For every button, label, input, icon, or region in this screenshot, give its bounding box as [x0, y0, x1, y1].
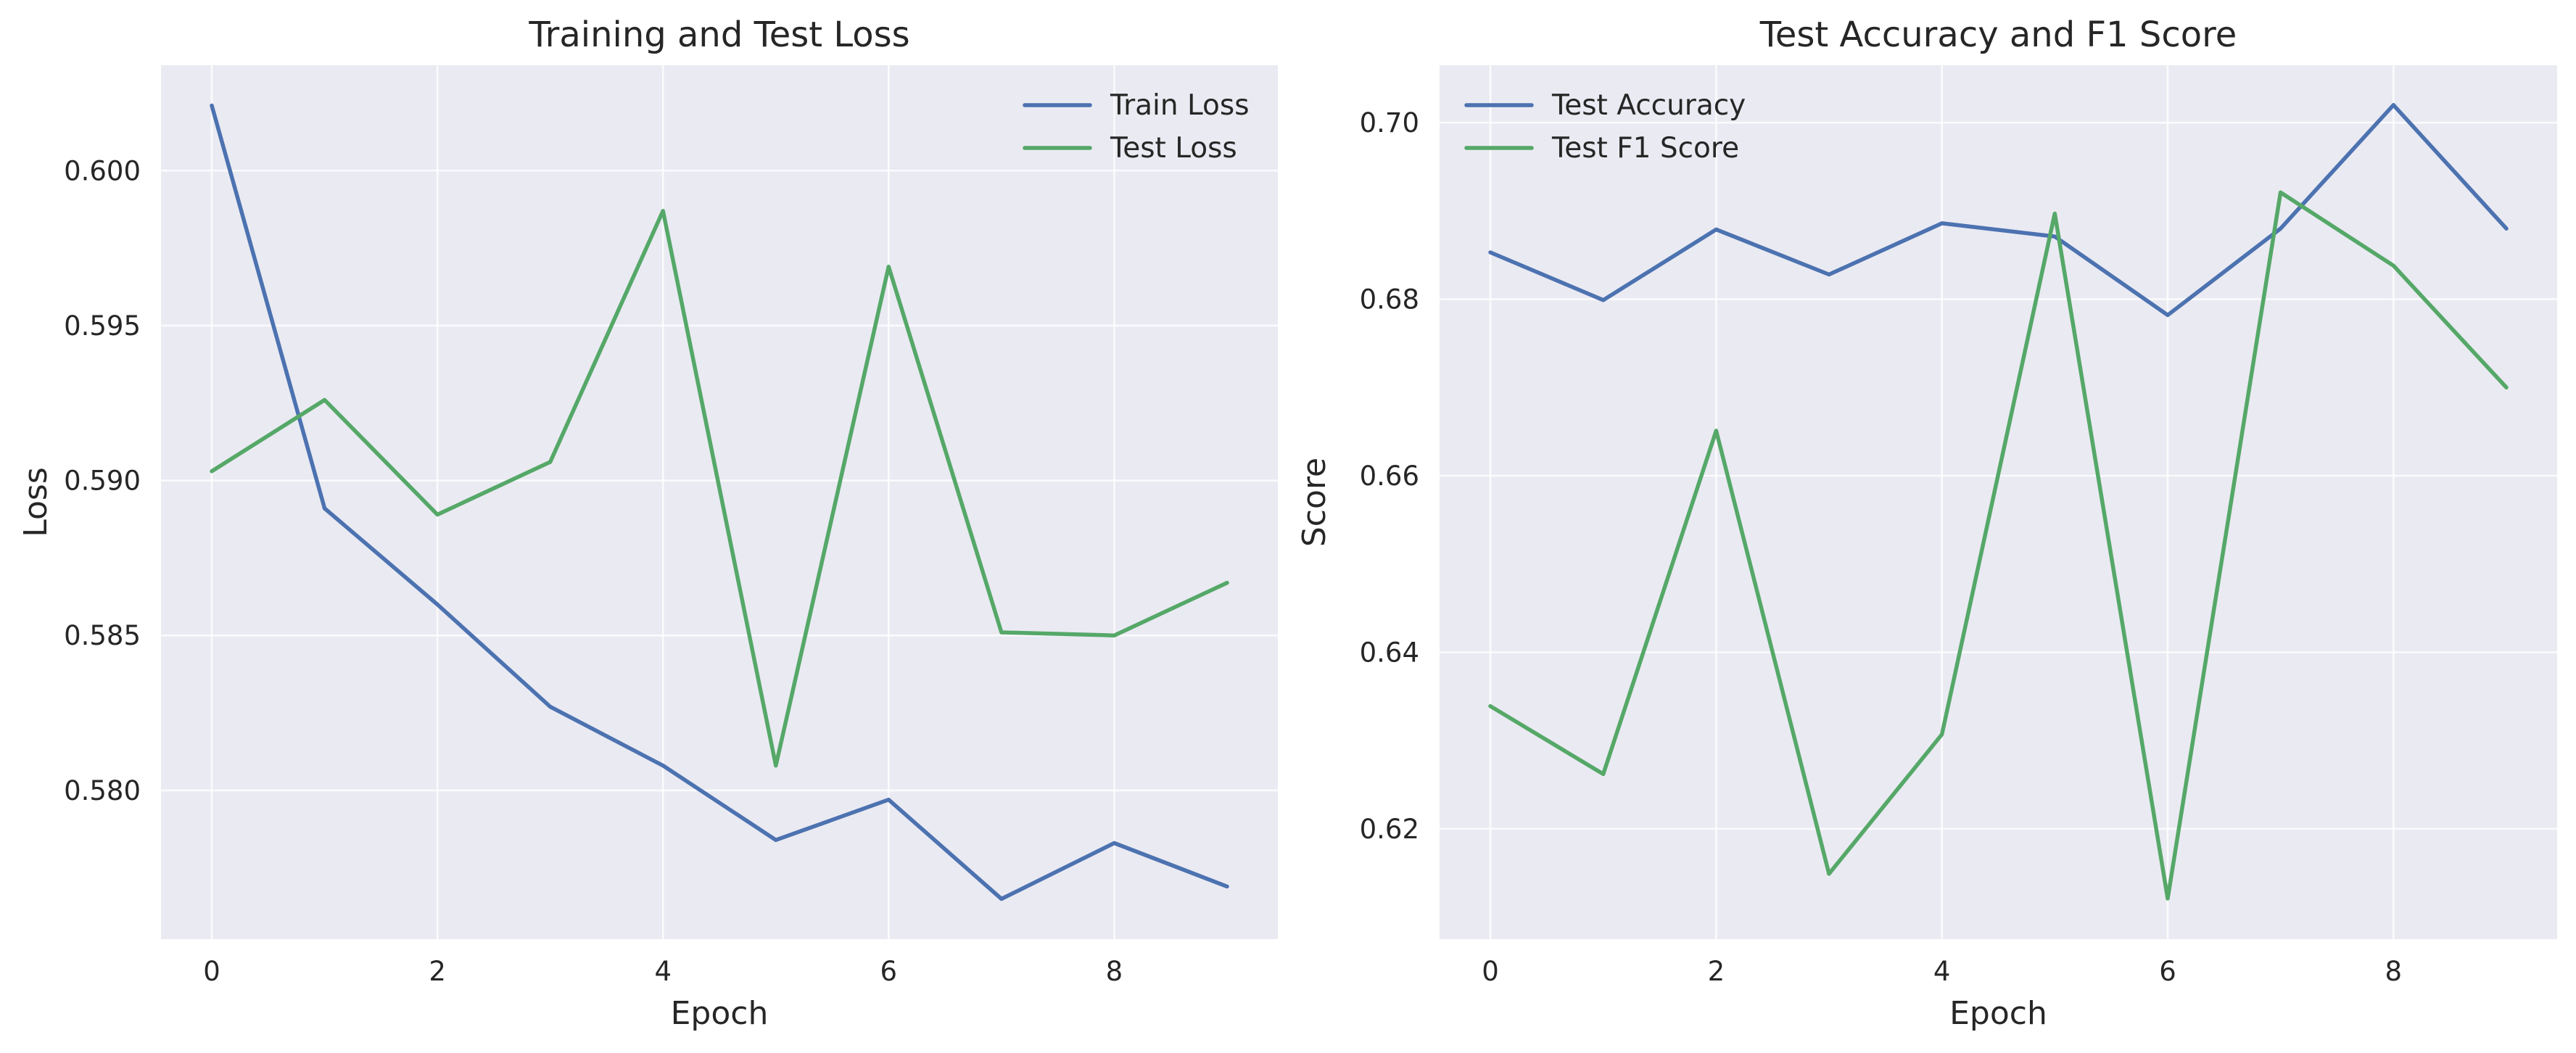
- loss-y-tick-label: 0.595: [64, 310, 141, 342]
- score-y-tick-label: 0.64: [1360, 637, 1419, 668]
- loss-legend-label-2: Test Loss: [1110, 132, 1237, 165]
- score-x-axis-title: Epoch: [1949, 995, 2047, 1032]
- loss-x-tick-label: 8: [1106, 956, 1123, 987]
- loss-y-tick-label: 0.590: [64, 466, 141, 497]
- loss-y-tick-label: 0.585: [64, 620, 141, 651]
- score-legend-label-1: Test Accuracy: [1551, 89, 1746, 122]
- score-y-tick-label: 0.70: [1360, 107, 1419, 139]
- loss-series-line-1: [210, 103, 1229, 901]
- score-series-line-1: [1488, 103, 2509, 318]
- score-y-tick-label: 0.68: [1360, 284, 1419, 315]
- score-chart: 0 2 4 6 8 0.62 0.64 0.66 0.68 0.70 Test Accuracy a…: [1296, 15, 2557, 1032]
- loss-legend: Train Loss Test Loss: [1023, 89, 1250, 165]
- score-series-line-2: [1488, 190, 2509, 901]
- loss-chart: 0 2 4 6 8 0.580 0.585 0.590 0.595 0.600 Training a…: [17, 15, 1278, 1032]
- loss-plot-area: [161, 65, 1278, 939]
- score-x-tick-label: 0: [1482, 956, 1499, 987]
- score-y-axis-title: Score: [1296, 458, 1333, 547]
- loss-y-tick-label: 0.600: [64, 155, 141, 186]
- score-x-tick-label: 4: [1933, 956, 1951, 987]
- loss-legend-label-1: Train Loss: [1110, 89, 1250, 122]
- loss-x-tick-label: 4: [654, 956, 672, 987]
- score-chart-title: Test Accuracy and F1 Score: [1759, 15, 2237, 55]
- loss-y-axis-title: Loss: [17, 467, 54, 537]
- score-x-tick-label: 8: [2385, 956, 2403, 987]
- loss-x-tick-label: 2: [429, 956, 446, 987]
- score-legend-label-2: Test F1 Score: [1551, 132, 1739, 165]
- loss-x-tick-label: 0: [203, 956, 220, 987]
- score-legend: Test Accuracy Test F1 Score: [1464, 89, 1746, 165]
- score-x-tick-label: 6: [2159, 956, 2176, 987]
- score-plot-area: [1440, 65, 2557, 939]
- loss-x-tick-label: 6: [880, 956, 898, 987]
- loss-chart-title: Training and Test Loss: [528, 15, 909, 55]
- loss-y-tick-label: 0.580: [64, 775, 141, 806]
- score-x-tick-label: 2: [1708, 956, 1725, 987]
- score-y-tick-label: 0.66: [1360, 461, 1419, 492]
- score-y-tick-label: 0.62: [1360, 814, 1419, 845]
- loss-x-axis-title: Epoch: [671, 995, 769, 1032]
- loss-series-line-2: [210, 209, 1229, 768]
